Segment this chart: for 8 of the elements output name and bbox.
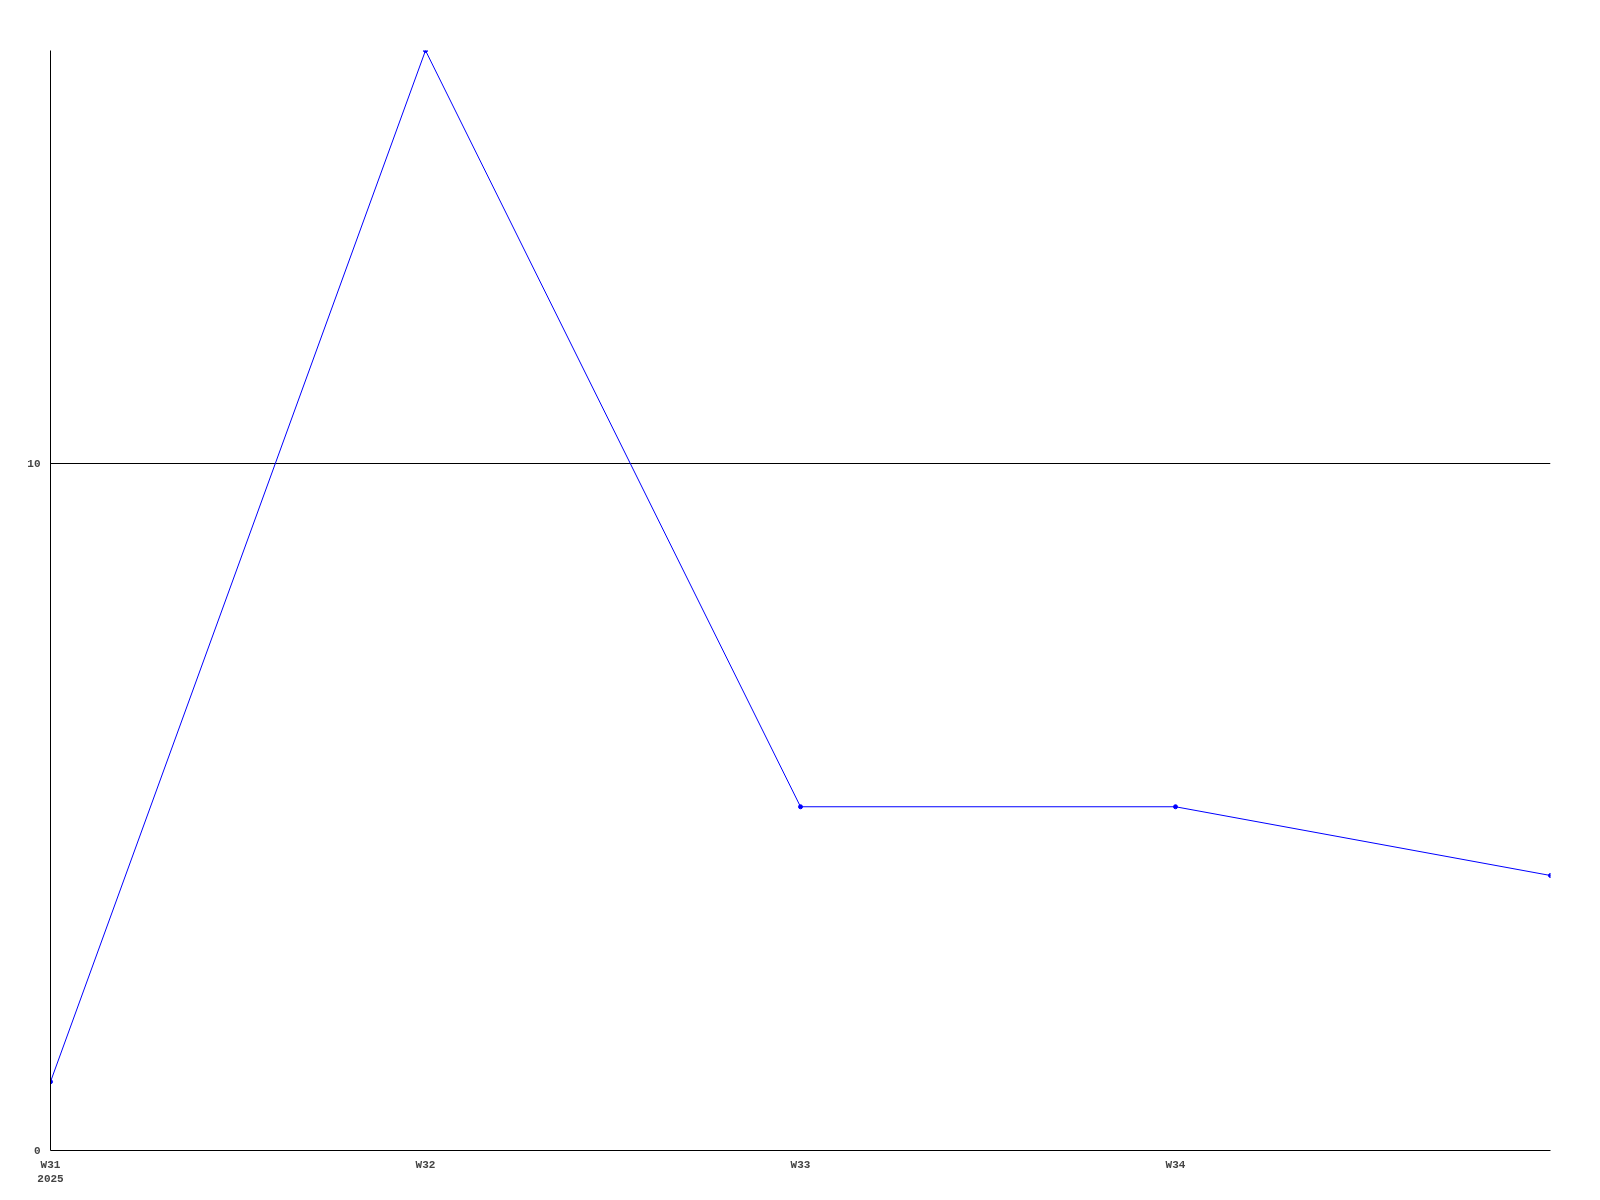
point <box>798 804 803 810</box>
y-tick-label: 10 <box>27 457 41 470</box>
point <box>1173 804 1178 810</box>
x-tick-label: W34 <box>1165 1158 1186 1171</box>
x-tick-label: W33 <box>790 1158 811 1171</box>
x-tick-label: W31 2025 <box>37 1158 65 1185</box>
x-tick-label: W32 <box>415 1158 436 1171</box>
y-tick-label: 0 <box>33 1145 41 1157</box>
